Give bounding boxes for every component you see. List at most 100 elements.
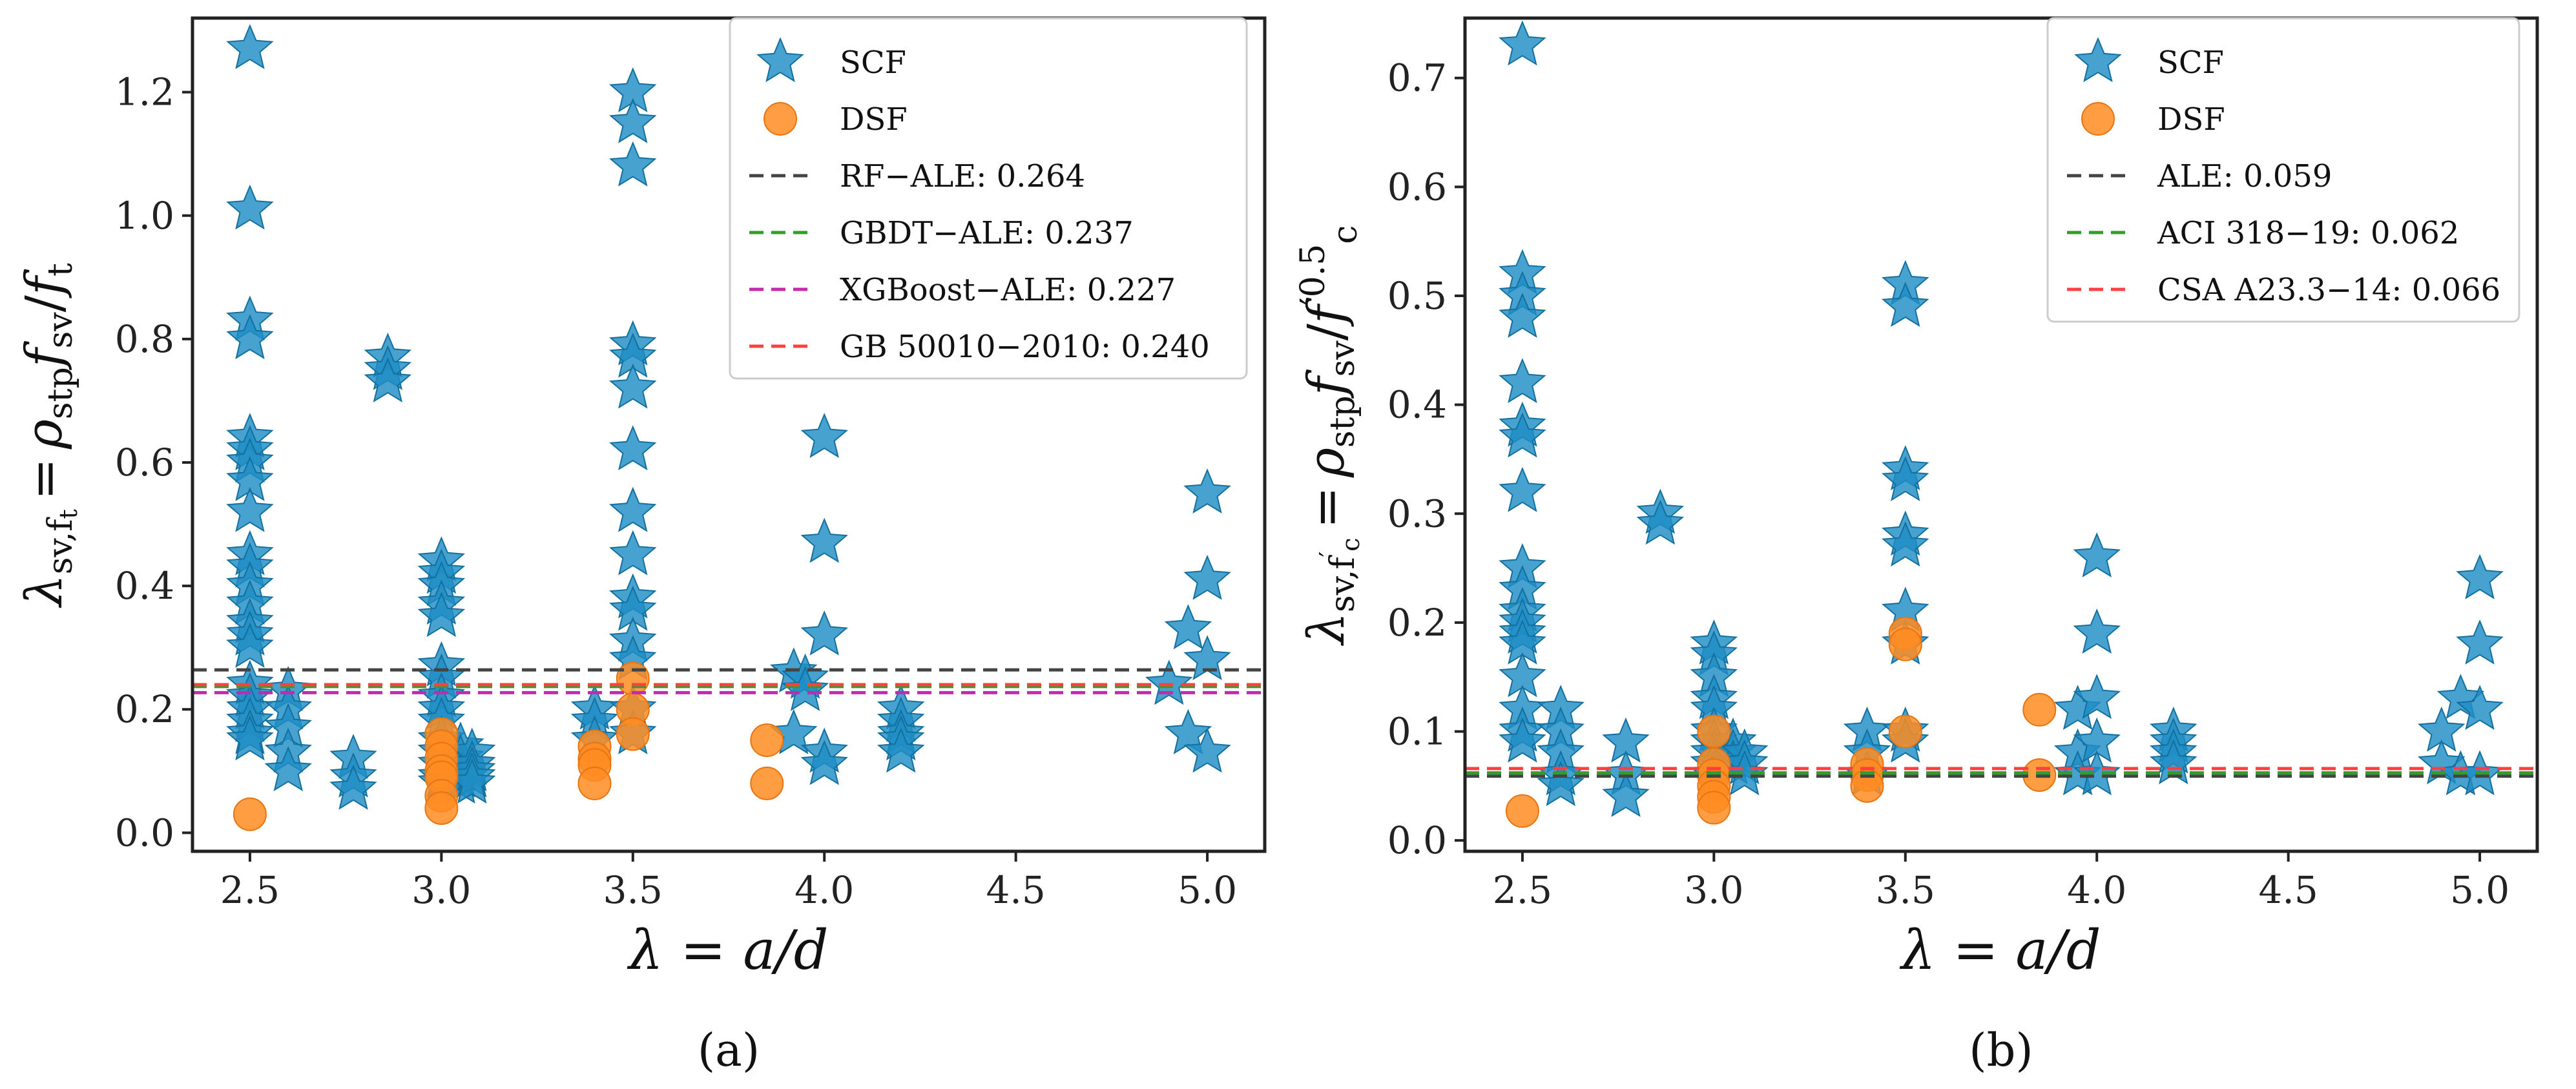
panel-b-scf-point: [1499, 358, 1546, 404]
panel-a-y-tick-label: 1.2: [115, 70, 174, 114]
panel-b-x-tick-label: 5.0: [2450, 868, 2509, 912]
panel-a-x-tick-label: 4.5: [986, 868, 1046, 912]
panel-a-x-tick-label: 5.0: [1178, 868, 1237, 912]
panel-a-marks: [226, 24, 1231, 831]
panel-a-scf-point: [226, 715, 274, 761]
panel-b-scf-point: [2456, 619, 2504, 665]
panel-a-legend-key: [763, 102, 797, 136]
panel-a-label: (a): [698, 1024, 760, 1077]
panel-a-scf-point: [800, 517, 848, 563]
panel-a-scf-point: [1183, 727, 1231, 773]
panel-b-x-ticks: 2.5 3.0 3.5 4.0 4.5 5.0: [1493, 851, 2509, 912]
panel-b-scf-point: [1499, 466, 1546, 512]
panel-b-scf-point: [1882, 282, 1929, 327]
panel-a-scf-point: [226, 486, 274, 532]
panel-a: 2.5 3.0 3.5 4.0 4.5 5.0 0.0 0.2 0.4 0.6 0.8 1.0 1.2…: [16, 16, 1267, 1077]
panel-a-x-ticks: 2.5 3.0 3.5 4.0 4.5 5.0: [220, 851, 1237, 912]
panel-a-legend-key: [756, 37, 804, 83]
panel-b-legend-key: [2074, 37, 2122, 83]
panel-b-scf-point: [2073, 674, 2121, 720]
panel-b-scf-point: [1499, 293, 1546, 338]
panel-b-legend-box: [2046, 17, 2520, 323]
panel-b-x-tick-label: 3.0: [1684, 868, 1743, 912]
panel-a-y-tick-label: 0.8: [115, 317, 174, 361]
panel-b-y-tick-label: 0.4: [1387, 383, 1447, 427]
panel-a-dsf-point: [616, 717, 650, 751]
panel-a-y-tick-label: 1.0: [115, 194, 174, 238]
panel-b-legend-label: SCF: [2157, 45, 2224, 81]
panel-b-legend-label: ACI 318−19: 0.062: [2157, 215, 2459, 251]
panel-b-y-tick-label: 0.3: [1387, 492, 1447, 535]
panel-a-y-tick-label: 0.0: [115, 811, 174, 855]
panel-b-x-tick-label: 3.5: [1876, 868, 1935, 912]
panel-a-legend-label: DSF: [840, 101, 908, 138]
panel-a-scf-point: [800, 610, 848, 656]
panel-a-scf-point: [1164, 604, 1212, 650]
panel-a-y-tick-label: 0.4: [115, 564, 174, 608]
panel-b-y-tick-label: 0.2: [1387, 601, 1447, 645]
panel-a-scf-point: [1164, 709, 1212, 754]
panel-a-dsf-point: [233, 797, 267, 831]
panel-a-scf-point: [800, 413, 848, 459]
panel-b-y-tick-label: 0.6: [1387, 165, 1447, 209]
panel-a-scf-point: [1183, 468, 1231, 514]
panel-a-scf-point: [609, 98, 657, 143]
panel-b-scf-point: [1499, 717, 1546, 763]
panel-a-dsf-point: [424, 791, 459, 825]
panel-a-legend-label: GBDT−ALE: 0.237: [840, 215, 1134, 251]
panel-b-legend: SCF DSF ALE: 0.059 ACI 318−19: 0.062 CSA A23…: [2046, 17, 2520, 323]
panel-a-scf-point: [609, 425, 657, 471]
panel-a-legend-label: XGBoost−ALE: 0.227: [840, 272, 1176, 308]
panel-b-plot-frame: [1463, 16, 2539, 853]
panel-a-scf-point: [609, 486, 657, 532]
panel-a-dsf-point: [616, 661, 650, 696]
panel-b-scf-point: [2456, 554, 2504, 599]
panel-a-scf-point: [609, 141, 657, 187]
panel-b-reference-lines: [1465, 767, 2537, 778]
panel-b-label: (b): [1969, 1024, 2033, 1077]
panel-b-y-axis-label: λsv,f′c=ρstpfsv/f′0.5c: [1294, 225, 1365, 647]
panel-b-scf-point: [1499, 412, 1546, 458]
panel-b-scf-point: [1882, 456, 1929, 501]
panel-a-dsf-point: [750, 723, 784, 757]
panel-a-x-tick-label: 4.0: [795, 868, 854, 912]
panel-b-dsf-point: [1697, 791, 1731, 825]
panel-a-scf-point: [1183, 635, 1231, 681]
panel-b-y-tick-label: 0.5: [1387, 274, 1447, 318]
panel-a-scf-point: [417, 592, 466, 638]
panel-a-legend-label: RF−ALE: 0.264: [840, 158, 1085, 194]
panel-a-scf-point: [1145, 659, 1193, 705]
panel-b-x-tick-label: 2.5: [1493, 868, 1552, 912]
panel-a-x-tick-label: 3.0: [411, 868, 471, 912]
panel-b-scf-point: [1537, 761, 1584, 807]
panel-a-x-tick-label: 2.5: [220, 868, 280, 912]
panel-a-x-axis-label: λ = a/d: [627, 918, 828, 982]
panel-b-scf-point: [2073, 532, 2121, 577]
panel-a-scf-point: [226, 24, 274, 70]
panel-a-legend-label: GB 50010−2010: 0.240: [840, 329, 1210, 365]
panel-a-scf-point: [264, 746, 312, 792]
panel-b-scf-point: [1636, 499, 1685, 545]
panel-b-legend-label: CSA A23.3−14: 0.066: [2157, 272, 2500, 308]
panel-b-x-tick-label: 4.0: [2067, 868, 2126, 912]
panel-a-scf-point: [877, 727, 925, 773]
panel-b-scf-point: [1602, 772, 1650, 817]
panel-a-scf-point: [609, 530, 657, 576]
panel-b: 2.5 3.0 3.5 4.0 4.5 5.0 0.0 0.1 0.2 0.3 0.4 0.5 0.6…: [1294, 16, 2539, 1077]
panel-b-dsf-point: [1505, 794, 1539, 828]
panel-a-scf-point: [226, 184, 274, 230]
panel-a-scf-point: [226, 314, 274, 360]
panel-b-y-tick-label: 0.0: [1387, 818, 1447, 862]
panel-b-x-axis-label: λ = a/d: [1899, 918, 2101, 982]
panel-b-y-tick-label: 0.1: [1387, 710, 1447, 754]
panel-b-scf-point: [1882, 521, 1929, 567]
panel-a-scf-point: [609, 363, 657, 409]
panel-b-dsf-point: [1888, 714, 1922, 749]
panel-b-legend-label: ALE: 0.059: [2157, 158, 2332, 194]
panel-b-legend-key: [2081, 102, 2115, 136]
panel-a-legend: SCF DSF RF−ALE: 0.264 GBDT−ALE: 0.237 XGBoos…: [729, 17, 1248, 380]
panel-b-legend-label: DSF: [2157, 101, 2225, 138]
panel-b-y-ticks: 0.0 0.1 0.2 0.3 0.4 0.5 0.6 0.7: [1387, 56, 1465, 862]
panel-a-y-tick-label: 0.6: [115, 441, 174, 484]
